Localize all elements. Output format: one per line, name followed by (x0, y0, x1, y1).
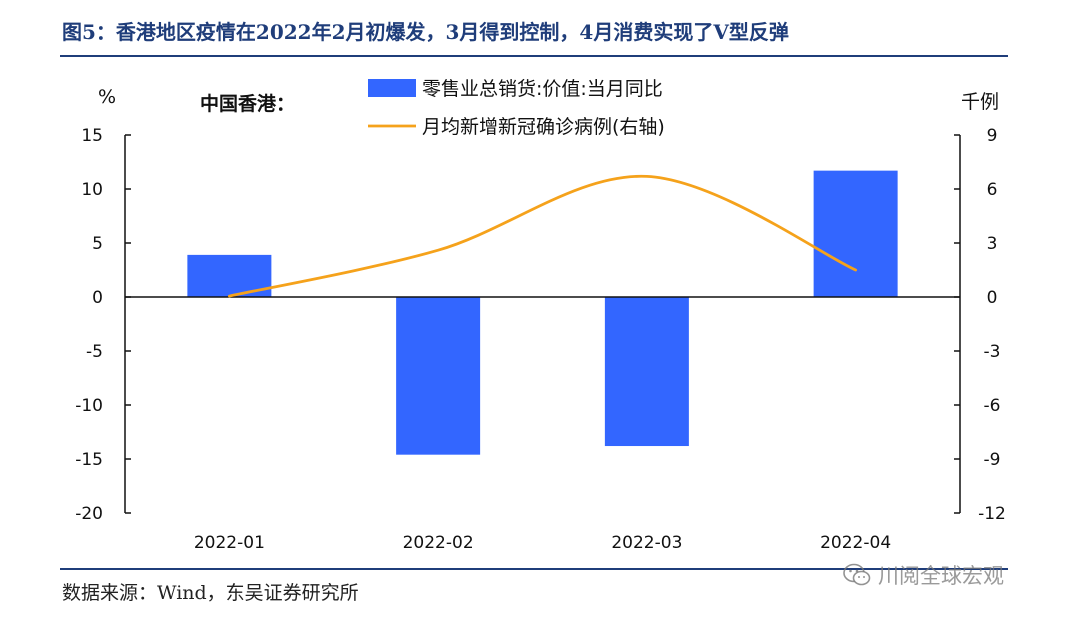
category-labels: 2022-01 2022-02 2022-03 2022-04 (194, 533, 891, 553)
left-axis-unit: % (98, 86, 116, 108)
left-tick-label: 5 (92, 234, 103, 254)
right-axis: 9 6 3 0 -3 -6 -9 -12 (954, 126, 1006, 524)
right-tick-label: 6 (987, 180, 998, 200)
left-tick-label: 0 (92, 288, 103, 308)
category-label: 2022-04 (820, 533, 891, 553)
left-tick-label: -20 (75, 504, 103, 524)
left-tick-label: -10 (75, 396, 103, 416)
category-label: 2022-03 (611, 533, 682, 553)
right-tick-label: -6 (984, 396, 1001, 416)
watermark-text: 川阅全球宏观 (878, 564, 1004, 588)
category-label: 2022-02 (403, 533, 474, 553)
right-tick-label: -3 (984, 342, 1001, 362)
left-tick-label: 10 (81, 180, 103, 200)
right-tick-label: -12 (978, 504, 1006, 524)
source-note: 数据来源：Wind，东吴证券研究所 (62, 582, 359, 604)
right-axis-unit: 千例 (961, 91, 999, 113)
category-label: 2022-01 (194, 533, 265, 553)
figure-title: 图5：香港地区疫情在2022年2月初爆发，3月得到控制，4月消费实现了V型反弹 (62, 20, 789, 44)
legend-bar-label: 零售业总销货:价值:当月同比 (422, 78, 663, 100)
case-line (227, 174, 858, 298)
left-tick-label: -15 (75, 450, 103, 470)
legend-bar-swatch (368, 79, 416, 97)
bar (604, 297, 689, 447)
legend: 零售业总销货:价值:当月同比 月均新增新冠确诊病例(右轴) (368, 78, 665, 138)
bar (813, 170, 898, 297)
title-rule (60, 55, 1008, 57)
legend-line-label: 月均新增新冠确诊病例(右轴) (422, 116, 665, 138)
line-series (227, 174, 858, 298)
left-tick-label: -5 (86, 342, 103, 362)
wechat-icon (843, 563, 871, 586)
source-rule (60, 568, 1008, 570)
left-tick-label: 15 (81, 126, 103, 146)
bar (396, 297, 481, 455)
right-tick-label: -9 (984, 450, 1001, 470)
region-label: 中国香港： (200, 92, 295, 115)
bar-series (187, 170, 898, 455)
right-tick-label: 0 (987, 288, 998, 308)
watermark: 川阅全球宏观 (842, 558, 1004, 592)
right-tick-label: 9 (987, 126, 998, 146)
right-tick-label: 3 (987, 234, 998, 254)
left-axis: 15 10 5 0 -5 -10 -15 -20 (75, 126, 131, 524)
